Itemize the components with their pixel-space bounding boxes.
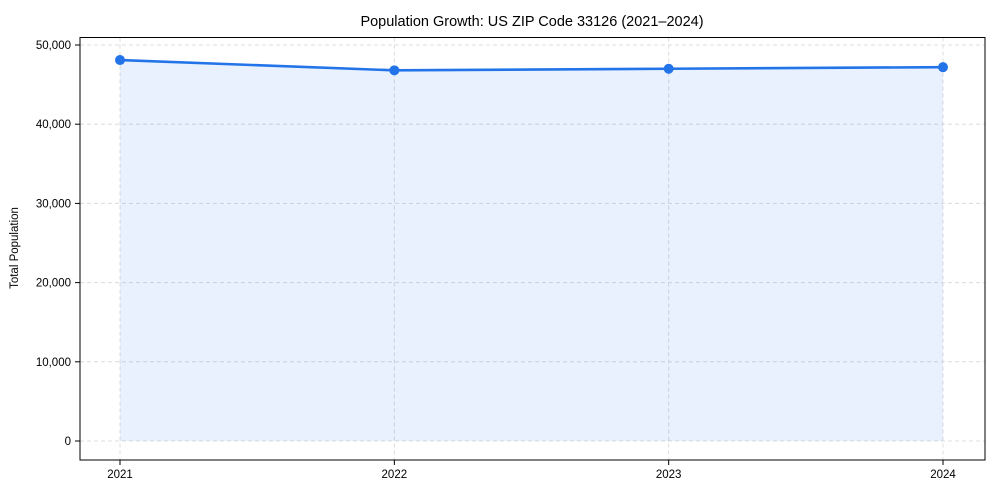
- x-tick-label: 2022: [382, 469, 408, 481]
- y-tick-label: 30,000: [36, 198, 71, 210]
- x-tick-label: 2024: [930, 469, 956, 481]
- tick-labels: 2021 2022 2023 2024 0 10,000 20,000 30,000 40,00…: [36, 40, 957, 481]
- series-area-line: [115, 55, 948, 441]
- plot-box-spines: [79, 37, 986, 461]
- data-point: [389, 65, 400, 76]
- series-area-fill: [120, 60, 943, 441]
- data-point: [115, 55, 125, 66]
- y-tick-label: 40,000: [36, 119, 71, 131]
- series-line: [118, 58, 945, 72]
- y-tick-label: 10,000: [36, 357, 71, 369]
- y-axis-label: Total Population: [9, 207, 21, 289]
- data-point: [663, 63, 674, 74]
- chart-title: Population Growth: US ZIP Code 33126 (20…: [360, 14, 703, 30]
- y-tick-label: 0: [65, 436, 71, 448]
- y-tick-label: 50,000: [36, 40, 71, 52]
- gridlines: [80, 37, 985, 460]
- x-tick-label: 2023: [656, 469, 682, 481]
- y-tick-label: 20,000: [36, 278, 71, 290]
- x-tick-label: 2021: [107, 469, 133, 481]
- axes: [75, 37, 986, 465]
- data-point: [938, 62, 948, 73]
